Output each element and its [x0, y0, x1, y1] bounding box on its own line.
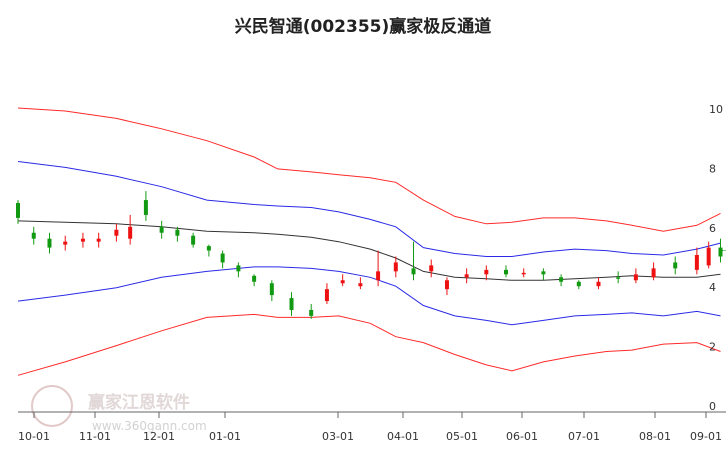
candle-body — [429, 265, 434, 272]
candle-body — [309, 309, 314, 316]
band-outer-upper — [17, 107, 721, 232]
candle-body — [324, 289, 329, 302]
candle-body — [464, 274, 469, 278]
watermark-text: 赢家江恩软件 — [88, 392, 190, 413]
y-tick-label: 10 — [709, 103, 723, 116]
candle-body — [616, 277, 621, 279]
x-tick-label: 12-01 — [143, 430, 175, 443]
x-tick-label: 08-01 — [639, 430, 671, 443]
candle-body — [236, 265, 241, 272]
y-tick-label: 0 — [709, 400, 716, 413]
candle-body — [340, 280, 345, 284]
candle-body — [128, 226, 133, 239]
watermark-url: www.360gann.com — [92, 419, 207, 433]
candle-body — [718, 247, 723, 257]
candle-body — [673, 262, 678, 269]
candle-body — [651, 268, 656, 278]
candle-body — [114, 229, 119, 236]
y-tick-label: 8 — [709, 162, 716, 175]
candle-body — [576, 281, 581, 287]
candle-body — [694, 255, 699, 270]
candle-body — [31, 232, 36, 239]
y-tick-label: 2 — [709, 341, 716, 354]
candle-body — [559, 277, 564, 282]
band-middle — [17, 220, 721, 281]
x-tick-label: 09-01 — [690, 430, 722, 443]
candle-body — [444, 280, 449, 290]
candle-body — [484, 269, 489, 275]
band-inner-upper — [17, 161, 721, 257]
candle-body — [16, 203, 20, 218]
band-outer-lower — [17, 313, 721, 376]
candle-body — [411, 268, 416, 275]
candle-body — [96, 238, 101, 242]
candles — [16, 191, 723, 319]
candle-body — [289, 298, 294, 310]
candle-body — [63, 241, 68, 245]
candle-body — [504, 269, 508, 275]
x-tick-label: 07-01 — [568, 430, 600, 443]
candle-body — [252, 275, 257, 282]
band-inner-lower — [17, 266, 721, 326]
candle-body — [175, 229, 180, 236]
candle-body — [541, 271, 546, 275]
candle-body — [80, 238, 85, 242]
watermark: 赢家江恩软件 www.360gann.com — [31, 385, 207, 433]
candle-body — [393, 262, 398, 272]
candle-body — [269, 283, 274, 296]
candle-body — [633, 274, 638, 281]
chart-title: 兴民智通(002355)赢家极反通道 — [235, 16, 492, 37]
x-tick-label: 04-01 — [387, 430, 419, 443]
y-axis-ticks: 0 2 4 6 8 10 — [709, 103, 723, 413]
candle-body — [220, 253, 225, 263]
x-tick-label: 06-01 — [506, 430, 538, 443]
watermark-logo — [31, 385, 73, 427]
y-tick-label: 4 — [709, 281, 716, 294]
x-tick-label: 03-01 — [322, 430, 354, 443]
candle-body — [358, 283, 363, 287]
x-tick-label: 01-01 — [209, 430, 241, 443]
candle-body — [191, 235, 196, 245]
candle-body — [47, 238, 52, 248]
candle-body — [521, 272, 526, 275]
channel-bands — [17, 107, 721, 376]
candle-body — [206, 246, 211, 251]
candle-body — [376, 271, 381, 281]
candle-body — [159, 226, 164, 233]
x-tick-label: 10-01 — [18, 430, 50, 443]
candle-body — [596, 281, 601, 287]
y-tick-label: 6 — [709, 222, 716, 235]
candle-body — [143, 200, 148, 215]
x-axis-ticks: 10-01 11-01 12-01 01-01 03-01 04-01 05-01 06-01… — [18, 412, 722, 443]
x-tick-label: 11-01 — [79, 430, 111, 443]
x-tick-label: 05-01 — [446, 430, 478, 443]
candle-body — [706, 247, 711, 266]
